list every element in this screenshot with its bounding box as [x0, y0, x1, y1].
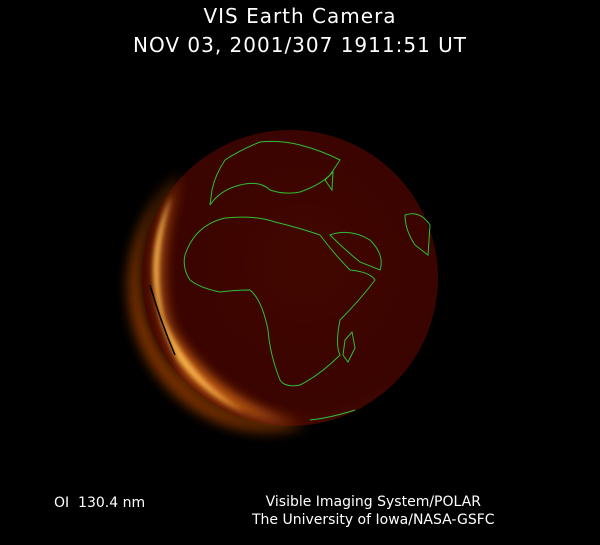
aurora-crescent: [153, 178, 300, 425]
credit-instrument: Visible Imaging System/POLAR: [265, 494, 481, 510]
arabia-outline: [329, 231, 382, 271]
terminator-arc: [309, 409, 356, 421]
europe-outline: [209, 140, 341, 206]
madagascar-outline: [342, 330, 356, 363]
instrument-artifact: [149, 284, 176, 356]
india-outline: [404, 213, 431, 256]
africa-outline: [183, 216, 376, 387]
caspian-outline: [324, 170, 334, 192]
wavelength-label: OI 130.4 nm: [54, 495, 146, 511]
earth-disk: [142, 130, 438, 426]
credit-block: Visible Imaging System/POLAR The Univers…: [252, 493, 495, 529]
image-title: VIS Earth Camera: [203, 4, 397, 28]
observation-timestamp: NOV 03, 2001/307 1911:51 UT: [132, 33, 468, 57]
coastline-outlines: [183, 140, 431, 421]
credit-institution: The University of Iowa/NASA-GSFC: [252, 512, 495, 528]
